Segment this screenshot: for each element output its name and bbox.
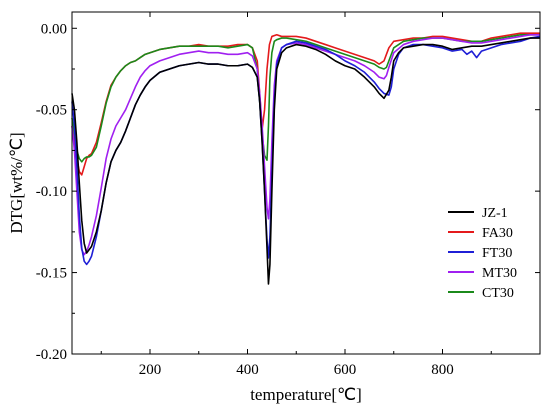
series-line-jz-1 <box>71 37 540 285</box>
x-axis-title: temperature[℃] <box>250 385 362 404</box>
y-tick-label: -0.20 <box>36 347 67 363</box>
x-tick-label: 400 <box>236 362 259 378</box>
series-layer <box>71 32 541 285</box>
series-line-ct30 <box>71 33 540 163</box>
y-axis-title: DTG[wt%/℃] <box>7 132 26 233</box>
x-tick-label: 600 <box>334 362 357 378</box>
legend-label-jz-1: JZ-1 <box>482 206 508 221</box>
legend-label-ct30: CT30 <box>482 286 514 301</box>
y-tick-label: -0.10 <box>36 184 67 200</box>
x-tick-label: 800 <box>431 362 454 378</box>
y-tick-label: -0.05 <box>36 103 67 119</box>
y-axis: 0.00 -0.05 -0.10 -0.15 -0.20 <box>36 21 540 363</box>
legend-label-mt30: MT30 <box>482 266 517 281</box>
y-tick-label: 0.00 <box>41 21 67 37</box>
plot-frame <box>71 11 541 355</box>
x-tick-label: 200 <box>139 362 162 378</box>
legend: JZ-1 FA30 FT30 MT30 CT30 <box>448 206 517 301</box>
series-line-mt30 <box>71 33 540 256</box>
y-tick-label: -0.15 <box>36 266 67 282</box>
legend-label-ft30: FT30 <box>482 246 512 261</box>
legend-label-fa30: FA30 <box>482 226 513 241</box>
x-axis: 200 400 600 800 <box>100 12 492 378</box>
